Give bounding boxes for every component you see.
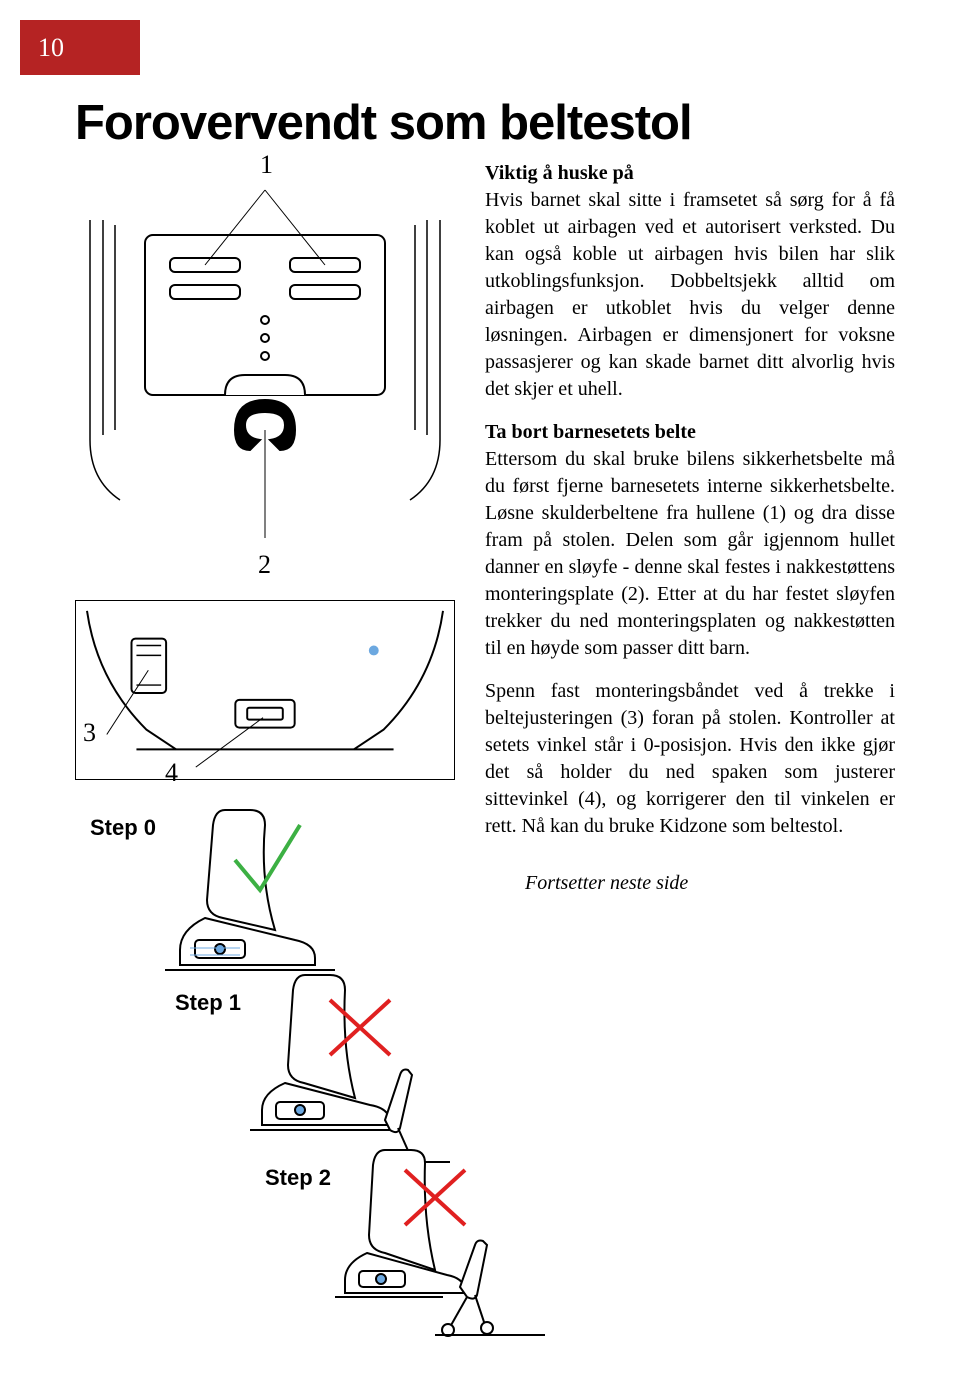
seat-step-2: [335, 1145, 545, 1355]
step-label-1: Step 1: [175, 990, 241, 1016]
diagram-front-adjuster: [75, 600, 455, 780]
figure-column: 1: [75, 160, 455, 913]
page-number-box: 10: [20, 20, 140, 75]
figure-label-2: 2: [258, 550, 271, 580]
step-label-0: Step 0: [90, 815, 156, 841]
page-title: Forovervendt som beltestol: [75, 95, 692, 151]
seat-step-0: [165, 800, 345, 980]
paragraph-3: Spenn fast monteringsbåndet ved å trekke…: [485, 678, 895, 840]
paragraph-2: Ta bort barnesetets belte Ettersom du sk…: [485, 419, 895, 662]
para2-text: Ettersom du skal bruke bilens sikkerhets…: [485, 448, 895, 659]
diagram-backplate: [75, 180, 455, 540]
text-column: Viktig å huske på Hvis barnet skal sitte…: [485, 160, 895, 913]
para1-text: Hvis barnet skal sitte i framsetet så sø…: [485, 189, 895, 400]
seat-step-1: [250, 970, 450, 1170]
paragraph-1: Viktig å huske på Hvis barnet skal sitte…: [485, 160, 895, 403]
heading-2: Ta bort barnesetets belte: [485, 421, 696, 443]
figure-label-3: 3: [83, 718, 96, 748]
figure-label-1: 1: [260, 150, 273, 180]
page-number: 10: [38, 33, 64, 63]
footer-text: Fortsetter neste side: [485, 870, 895, 897]
heading-1: Viktig å huske på: [485, 162, 634, 184]
content-area: 1: [75, 160, 895, 913]
figure-label-4: 4: [165, 758, 178, 788]
